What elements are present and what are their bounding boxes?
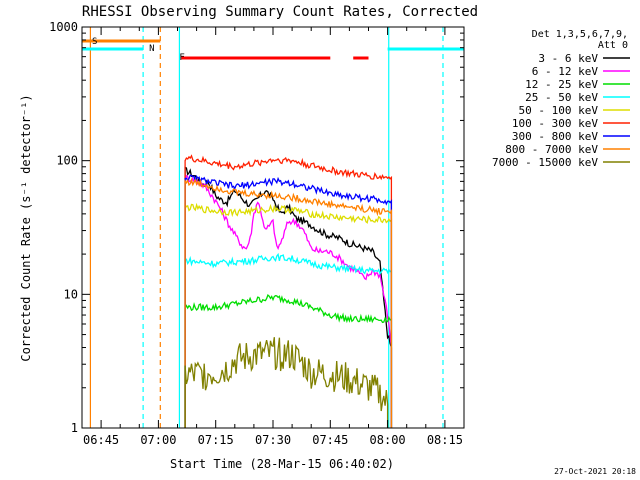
axes: 06:45 07:00 07:15 07:30 07:45 08:00 08:15 1 10 10… — [49, 20, 464, 447]
x-tick-label: 07:00 — [140, 433, 176, 447]
series-line — [184, 174, 393, 428]
y-tick-label: 100 — [56, 154, 78, 168]
annotation-label-f: F — [179, 53, 184, 63]
legend-header: Att 0 — [598, 40, 628, 51]
vertical-markers — [89, 27, 444, 428]
legend-label: 7000 - 15000 keV — [492, 156, 598, 169]
legend-label: 50 - 100 keV — [519, 104, 599, 117]
x-tick-label: 07:30 — [255, 433, 291, 447]
annotation-label-s: S — [92, 37, 97, 47]
x-axis-label: Start Time (28-Mar-15 06:40:02) — [170, 457, 394, 471]
legend-label: 12 - 25 keV — [525, 78, 598, 91]
legend-label: 300 - 800 keV — [512, 130, 598, 143]
legend-label: 100 - 300 keV — [512, 117, 598, 130]
footer-timestamp: 27-Oct-2021 20:18 — [554, 467, 636, 476]
chart-title: RHESSI Observing Summary Count Rates, Co… — [82, 4, 478, 20]
x-tick-label: 08:15 — [427, 433, 463, 447]
series-line — [184, 202, 393, 428]
series-line — [184, 174, 393, 428]
series-line — [184, 154, 393, 428]
x-tick-label: 08:00 — [370, 433, 406, 447]
legend-label: 6 - 12 keV — [532, 65, 599, 78]
y-tick-label: 1000 — [49, 20, 78, 34]
annotation-label-n: N — [149, 44, 154, 54]
legend-label: 25 - 50 keV — [525, 91, 598, 104]
legend-header: Det 1,3,5,6,7,9, — [532, 29, 628, 40]
x-tick-label: 07:45 — [312, 433, 348, 447]
x-tick-label: 07:15 — [198, 433, 234, 447]
y-axis-label: Corrected Count Rate (s⁻¹ detector⁻¹) — [19, 94, 33, 361]
y-tick-label: 1 — [71, 421, 78, 435]
series-lines — [184, 154, 393, 428]
x-tick-label: 06:45 — [83, 433, 119, 447]
annotation-bars: S N F — [82, 37, 464, 63]
y-tick-label: 10 — [64, 287, 78, 301]
plot-frame — [81, 26, 465, 429]
series-line — [184, 337, 389, 428]
legend-label: 800 - 7000 keV — [505, 143, 598, 156]
series-line — [184, 177, 393, 428]
series-line — [184, 294, 393, 428]
legend-label: 3 - 6 keV — [538, 52, 598, 65]
series-line — [184, 252, 393, 428]
